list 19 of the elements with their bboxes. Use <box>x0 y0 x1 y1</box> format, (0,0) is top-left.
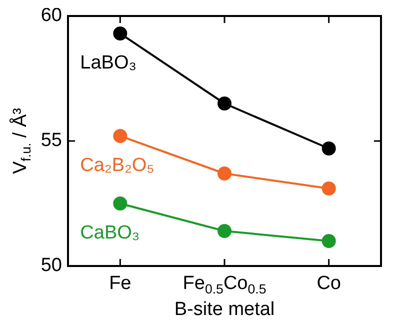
point <box>113 26 128 40</box>
y-axis-title: Vf.u. / Å³ <box>9 108 34 174</box>
x-tick-label: Co <box>316 273 341 294</box>
x-tick-label: Fe <box>109 273 132 294</box>
y-tick-label: 55 <box>40 130 62 152</box>
point <box>113 196 128 210</box>
x-axis-title: B-site metal <box>174 299 275 320</box>
point <box>322 234 336 248</box>
series-label: LaBO₃ <box>80 52 136 74</box>
point <box>322 182 336 196</box>
series-label: Ca₂B₂O₅ <box>80 155 154 176</box>
point <box>322 142 336 156</box>
point <box>218 224 232 238</box>
y-tick-label: 50 <box>40 255 62 276</box>
series-label: CaBO₃ <box>80 222 140 244</box>
y-tick-label: 60 <box>40 5 62 26</box>
point <box>113 129 128 143</box>
point <box>218 166 232 180</box>
point <box>218 96 232 110</box>
